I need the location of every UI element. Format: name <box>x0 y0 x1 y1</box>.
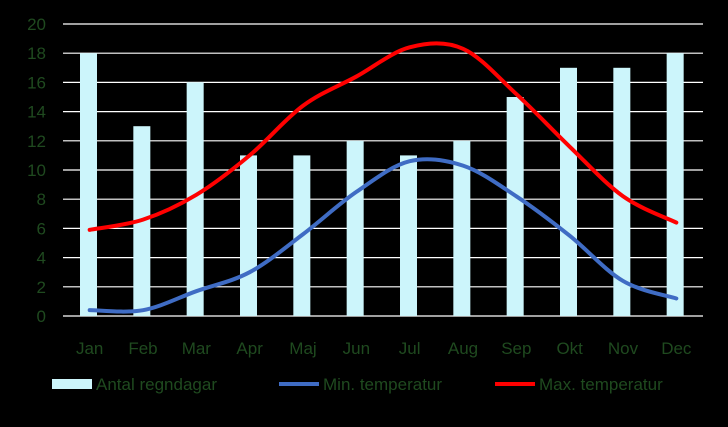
bar-rain-days <box>666 53 684 316</box>
bar-rain-days <box>613 67 631 316</box>
x-category-label: Jun <box>343 339 370 358</box>
x-category-label: Feb <box>128 339 157 358</box>
min-temperature-line <box>87 157 679 314</box>
temperature-lines <box>87 41 679 314</box>
x-category-label: Sep <box>501 339 531 358</box>
legend: Antal regndagar Min. temperatur Max. tempe… <box>52 375 663 394</box>
bar-rain-days <box>506 97 524 316</box>
y-tick-label: 18 <box>27 44 46 63</box>
x-category-label: Nov <box>608 339 639 358</box>
y-tick-label: 16 <box>27 73 46 92</box>
bar-rain-days <box>346 140 364 316</box>
bar-rain-days <box>240 155 257 316</box>
x-category-label: Mar <box>182 339 212 358</box>
max-temperature-line <box>87 41 679 232</box>
x-category-label: Jan <box>76 339 103 358</box>
bar-rain-days <box>186 82 204 317</box>
y-tick-label: 2 <box>37 278 46 297</box>
x-axis-categories: Jan Feb Mar Apr Maj Jun Jul Aug Sep Okt Nov Dec <box>76 339 692 358</box>
y-tick-label: 12 <box>27 132 46 151</box>
bar-rain-days <box>400 155 417 316</box>
gridlines <box>63 23 703 317</box>
legend-rain-days-label: Antal regndagar <box>96 375 217 394</box>
x-category-label: Dec <box>661 339 692 358</box>
x-category-label: Apr <box>236 339 263 358</box>
bar-rain-days <box>560 67 577 316</box>
x-category-label: Okt <box>556 339 583 358</box>
y-tick-label: 10 <box>27 161 46 180</box>
x-category-label: Maj <box>289 339 316 358</box>
bar-rain-days <box>453 140 471 316</box>
y-tick-label: 8 <box>37 190 46 209</box>
y-tick-label: 6 <box>37 219 46 238</box>
legend-rain-days-swatch <box>52 379 92 389</box>
x-category-label: Aug <box>448 339 478 358</box>
y-tick-label: 20 <box>27 15 46 34</box>
legend-min-temperature-label: Min. temperatur <box>323 375 442 394</box>
y-tick-label: 0 <box>37 307 46 326</box>
y-axis-ticks: 0 2 4 6 8 10 12 14 16 18 20 <box>27 15 46 326</box>
rain-days-bars <box>80 53 684 317</box>
y-tick-label: 4 <box>37 249 46 268</box>
x-category-label: Jul <box>399 339 421 358</box>
y-tick-label: 14 <box>27 103 46 122</box>
bar-rain-days <box>80 53 97 316</box>
legend-max-temperature-label: Max. temperatur <box>539 375 663 394</box>
